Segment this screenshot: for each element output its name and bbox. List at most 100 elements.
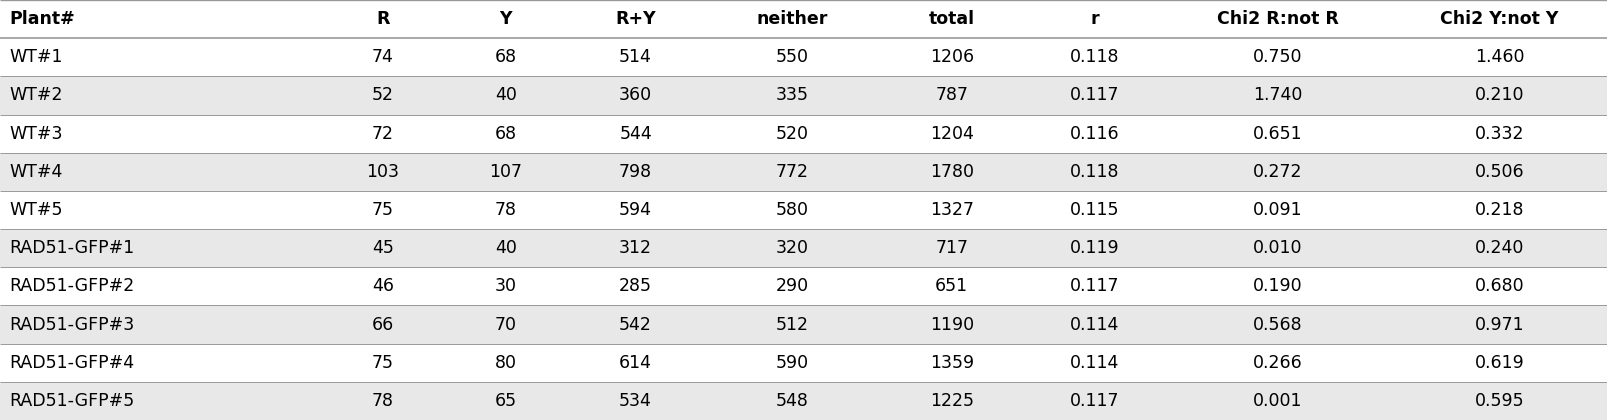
Text: 0.971: 0.971 [1474,315,1523,333]
Text: 0.114: 0.114 [1070,354,1118,372]
Text: 0.117: 0.117 [1069,392,1118,410]
Text: 0.118: 0.118 [1069,163,1118,181]
Text: 1327: 1327 [929,201,974,219]
Text: 107: 107 [489,163,522,181]
Text: 70: 70 [495,315,516,333]
Text: 594: 594 [619,201,652,219]
Text: 46: 46 [371,277,394,295]
Text: 78: 78 [495,201,516,219]
Text: 534: 534 [619,392,652,410]
Text: 285: 285 [619,277,652,295]
Text: RAD51-GFP#3: RAD51-GFP#3 [10,315,135,333]
Text: 0.118: 0.118 [1069,48,1118,66]
Text: 1.740: 1.740 [1252,87,1302,105]
Text: 798: 798 [619,163,652,181]
Bar [0,191,1607,229]
Text: 30: 30 [495,277,516,295]
Text: WT#1: WT#1 [10,48,63,66]
Text: WT#2: WT#2 [10,87,63,105]
Bar [0,38,1607,76]
Text: 550: 550 [775,48,808,66]
Text: 290: 290 [775,277,808,295]
Bar [0,0,1607,38]
Text: 1206: 1206 [929,48,974,66]
Text: RAD51-GFP#5: RAD51-GFP#5 [10,392,135,410]
Text: 80: 80 [495,354,516,372]
Bar [0,153,1607,191]
Text: 1780: 1780 [929,163,974,181]
Text: 1225: 1225 [929,392,974,410]
Bar [0,267,1607,305]
Text: 772: 772 [775,163,808,181]
Text: 1.460: 1.460 [1474,48,1523,66]
Text: 68: 68 [495,48,516,66]
Text: RAD51-GFP#2: RAD51-GFP#2 [10,277,135,295]
Text: 320: 320 [775,239,808,257]
Text: 514: 514 [619,48,652,66]
Text: 542: 542 [619,315,652,333]
Bar [0,229,1607,267]
Text: 580: 580 [775,201,808,219]
Text: R: R [376,10,389,28]
Text: 0.272: 0.272 [1252,163,1302,181]
Text: 0.116: 0.116 [1069,125,1118,143]
Text: 0.595: 0.595 [1474,392,1523,410]
Text: WT#3: WT#3 [10,125,63,143]
Text: 0.218: 0.218 [1474,201,1523,219]
Text: 0.114: 0.114 [1070,315,1118,333]
Text: 75: 75 [371,354,394,372]
Text: 717: 717 [935,239,967,257]
Text: RAD51-GFP#4: RAD51-GFP#4 [10,354,135,372]
Text: r: r [1090,10,1099,28]
Text: 75: 75 [371,201,394,219]
Text: 544: 544 [619,125,651,143]
Text: 1204: 1204 [929,125,974,143]
Text: 0.119: 0.119 [1069,239,1118,257]
Text: WT#5: WT#5 [10,201,63,219]
Text: 0.240: 0.240 [1474,239,1523,257]
Text: 68: 68 [495,125,516,143]
Text: 651: 651 [935,277,967,295]
Text: 103: 103 [366,163,399,181]
Text: 0.001: 0.001 [1252,392,1302,410]
Text: 0.619: 0.619 [1474,354,1523,372]
Text: 0.651: 0.651 [1252,125,1302,143]
Text: WT#4: WT#4 [10,163,63,181]
Text: 0.750: 0.750 [1252,48,1302,66]
Text: 0.332: 0.332 [1474,125,1523,143]
Text: 52: 52 [371,87,394,105]
Text: R+Y: R+Y [615,10,656,28]
Text: 0.568: 0.568 [1252,315,1302,333]
Text: 0.010: 0.010 [1252,239,1302,257]
Text: 72: 72 [371,125,394,143]
Bar [0,305,1607,344]
Text: 0.506: 0.506 [1474,163,1523,181]
Bar [0,344,1607,382]
Text: 65: 65 [495,392,516,410]
Text: Chi2 Y:not Y: Chi2 Y:not Y [1440,10,1557,28]
Text: 335: 335 [775,87,808,105]
Text: 66: 66 [371,315,394,333]
Bar [0,382,1607,420]
Text: 512: 512 [775,315,808,333]
Text: RAD51-GFP#1: RAD51-GFP#1 [10,239,135,257]
Bar [0,76,1607,115]
Text: 0.091: 0.091 [1252,201,1302,219]
Text: 312: 312 [619,239,652,257]
Text: Chi2 R:not R: Chi2 R:not R [1216,10,1339,28]
Text: neither: neither [755,10,828,28]
Text: 0.117: 0.117 [1069,277,1118,295]
Text: total: total [929,10,974,28]
Text: Y: Y [500,10,511,28]
Text: 0.266: 0.266 [1252,354,1302,372]
Text: 40: 40 [495,87,516,105]
Text: 548: 548 [775,392,808,410]
Text: 0.115: 0.115 [1069,201,1118,219]
Text: 74: 74 [371,48,394,66]
Text: 0.190: 0.190 [1252,277,1302,295]
Text: 1190: 1190 [929,315,974,333]
Text: 614: 614 [619,354,652,372]
Text: 520: 520 [775,125,808,143]
Text: 45: 45 [371,239,394,257]
Text: 0.210: 0.210 [1474,87,1523,105]
